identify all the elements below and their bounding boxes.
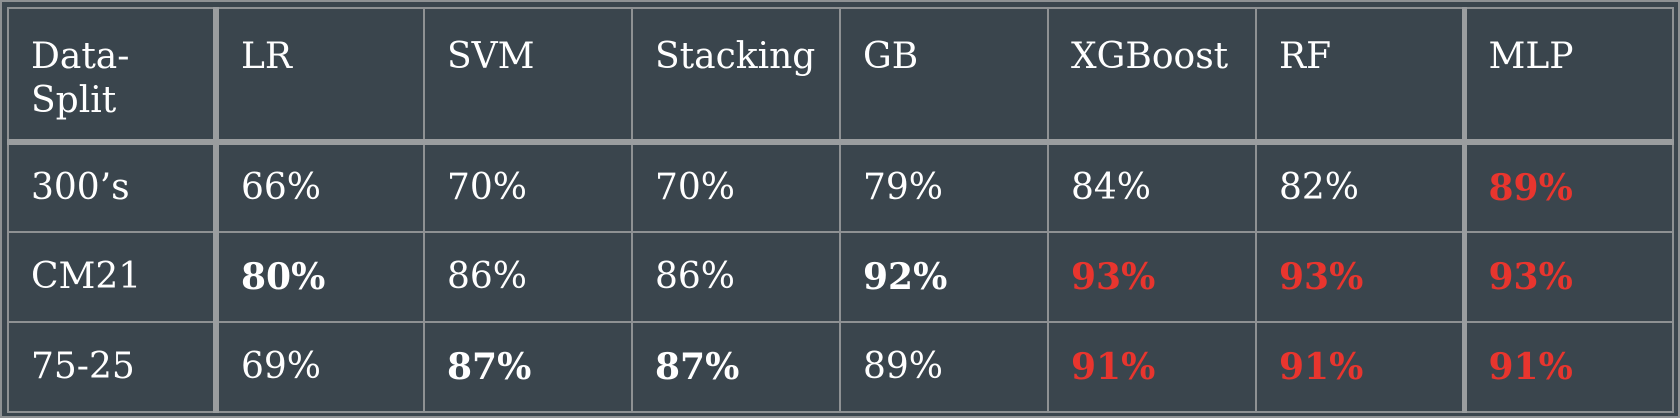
table-row: 300’s 66% 70% 70% 79% 84% 82% 89% — [7, 141, 1674, 233]
header-row: Data- Split LR SVM Stacking GB XGBoost RF… — [7, 7, 1674, 145]
cell-lr: 80% — [215, 231, 425, 323]
cell-svm: 87% — [423, 321, 633, 413]
row-label: CM21 — [7, 231, 219, 323]
cell-stacking: 86% — [631, 231, 841, 323]
cell-rf: 93% — [1255, 231, 1465, 323]
cell-xgboost: 91% — [1047, 321, 1257, 413]
header-mlp: MLP — [1461, 7, 1674, 145]
cell-rf: 82% — [1255, 141, 1465, 233]
cell-svm: 70% — [423, 141, 633, 233]
header-data-split-line-1: Data- — [31, 36, 130, 77]
cell-gb: 89% — [839, 321, 1049, 413]
cell-lr: 66% — [215, 141, 425, 233]
table-body: 300’s 66% 70% 70% 79% 84% 82% 89% CM21 8… — [7, 141, 1674, 413]
cell-gb: 92% — [839, 231, 1049, 323]
cell-xgboost: 93% — [1047, 231, 1257, 323]
accuracy-table: Data- Split LR SVM Stacking GB XGBoost RF… — [7, 7, 1674, 413]
cell-gb: 79% — [839, 141, 1049, 233]
header-data-split-line-2: Split — [31, 80, 117, 121]
cell-stacking: 87% — [631, 321, 841, 413]
row-label: 300’s — [7, 141, 219, 233]
table-row: 75-25 69% 87% 87% 89% 91% 91% 91% — [7, 321, 1674, 413]
header-svm: SVM — [423, 7, 633, 145]
cell-mlp: 89% — [1461, 141, 1674, 233]
cell-rf: 91% — [1255, 321, 1465, 413]
cell-mlp: 93% — [1461, 231, 1674, 323]
header-lr: LR — [215, 7, 425, 145]
header-rf: RF — [1255, 7, 1465, 145]
header-data-split: Data- Split — [7, 7, 219, 145]
row-label: 75-25 — [7, 321, 219, 413]
cell-stacking: 70% — [631, 141, 841, 233]
cell-svm: 86% — [423, 231, 633, 323]
cell-mlp: 91% — [1461, 321, 1674, 413]
table-row: CM21 80% 86% 86% 92% 93% 93% 93% — [7, 231, 1674, 323]
header-gb: GB — [839, 7, 1049, 145]
cell-xgboost: 84% — [1047, 141, 1257, 233]
header-xgboost: XGBoost — [1047, 7, 1257, 145]
cell-lr: 69% — [215, 321, 425, 413]
header-stacking: Stacking — [631, 7, 841, 145]
